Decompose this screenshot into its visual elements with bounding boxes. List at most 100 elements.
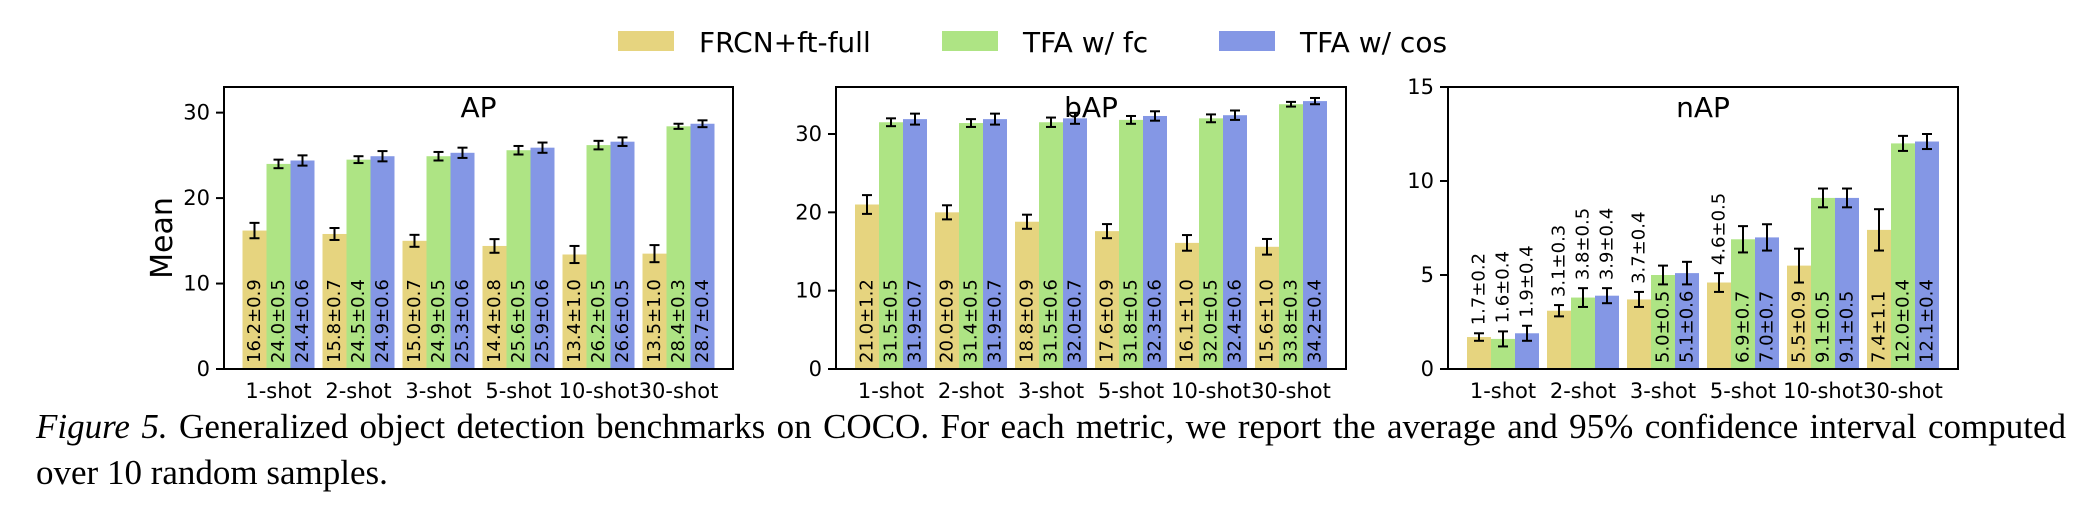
error-bar-nap-1-2 xyxy=(1658,264,1668,286)
bar-ap-0-4 xyxy=(562,254,587,369)
bar-ap-2-0 xyxy=(290,160,315,369)
y-tick-label: 20 xyxy=(795,200,822,224)
value-label-ap-2-5: 28.7±0.4 xyxy=(692,279,713,363)
value-label-ap-1-4: 26.2±0.5 xyxy=(588,279,609,363)
value-label-bap-1-3: 31.8±0.5 xyxy=(1121,279,1142,363)
y-tick-label: 0 xyxy=(197,357,210,381)
error-bar-bap-1-0 xyxy=(886,117,896,128)
bar-bap-0-4 xyxy=(1175,242,1199,369)
x-tick-label: 30-shot xyxy=(1251,379,1331,400)
bar-bap-1-3 xyxy=(1119,119,1143,370)
bar-ap-1-5 xyxy=(666,126,691,370)
bar-bap-1-2 xyxy=(1039,122,1063,369)
error-bar-bap-1-5 xyxy=(1286,100,1296,108)
x-tick-label: 3-shot xyxy=(1018,379,1084,400)
bar-nap-0-1 xyxy=(1547,310,1571,369)
error-bar-nap-0-3 xyxy=(1714,272,1724,293)
error-bar-ap-0-3 xyxy=(489,238,500,254)
x-tick-label: 10-shot xyxy=(1783,379,1863,400)
legend-swatch-1 xyxy=(942,31,998,51)
value-label-nap-1-2: 5.0±0.5 xyxy=(1653,291,1674,363)
error-bar-bap-0-2 xyxy=(1022,213,1032,230)
bar-bap-2-5 xyxy=(1303,101,1327,369)
error-bar-nap-2-2 xyxy=(1682,260,1692,286)
bar-nap-1-5 xyxy=(1891,143,1915,369)
x-tick-label: 10-shot xyxy=(559,379,639,400)
y-tick-label: 0 xyxy=(809,357,822,381)
error-bar-bap-0-3 xyxy=(1102,223,1112,240)
bar-bap-0-2 xyxy=(1015,221,1039,369)
error-bar-nap-2-5 xyxy=(1922,133,1932,151)
value-label-ap-0-3: 14.4±0.8 xyxy=(484,279,505,363)
error-bar-bap-1-4 xyxy=(1206,113,1216,124)
figure-caption: Figure 5. Generalized object detection b… xyxy=(36,404,2066,496)
bar-nap-0-0 xyxy=(1467,337,1491,369)
error-bar-nap-1-5 xyxy=(1898,134,1908,152)
y-tick-label: 0 xyxy=(1421,357,1434,381)
chart-panel-nap: 1.7±0.2 1.6±0.4 1.9±0.4 1-shot 3.1±0.3 3.8±0.… xyxy=(1407,75,1959,400)
value-label-ap-2-0: 24.4±0.6 xyxy=(292,279,313,363)
error-bar-nap-1-1 xyxy=(1578,287,1588,308)
bar-ap-0-5 xyxy=(642,253,667,369)
error-bar-bap-0-5 xyxy=(1262,237,1272,256)
error-bar-ap-0-2 xyxy=(409,233,420,248)
value-label-bap-1-5: 33.8±0.3 xyxy=(1281,279,1302,363)
value-label-nap-0-5: 7.4±1.1 xyxy=(1869,291,1890,363)
bar-bap-2-3 xyxy=(1143,115,1167,369)
bar-nap-2-3 xyxy=(1755,237,1779,369)
error-bar-bap-0-1 xyxy=(942,204,952,221)
error-bar-nap-0-1 xyxy=(1554,304,1564,318)
value-label-nap-1-4: 9.1±0.5 xyxy=(1813,291,1834,363)
bar-ap-1-1 xyxy=(346,159,371,369)
value-label-nap-2-3: 7.0±0.7 xyxy=(1757,291,1778,363)
legend-swatch-2 xyxy=(1219,31,1275,51)
value-label-ap-1-2: 24.9±0.5 xyxy=(428,279,449,363)
error-bar-bap-1-1 xyxy=(966,118,976,128)
bar-ap-2-2 xyxy=(450,152,475,369)
x-tick-label: 5-shot xyxy=(1098,379,1164,400)
error-bar-bap-1-2 xyxy=(1046,116,1056,128)
value-label-ap-0-2: 15.0±0.7 xyxy=(404,279,425,363)
x-tick-label: 3-shot xyxy=(405,379,471,400)
x-tick-label: 2-shot xyxy=(325,379,391,400)
value-label-ap-2-1: 24.9±0.6 xyxy=(372,279,393,363)
bar-nap-0-5 xyxy=(1867,229,1891,369)
bar-ap-0-1 xyxy=(322,233,347,369)
bar-ap-2-3 xyxy=(530,147,555,369)
value-label-nap-1-1: 3.8±0.5 xyxy=(1573,208,1594,280)
value-label-nap-1-0: 1.6±0.4 xyxy=(1493,251,1514,323)
value-label-bap-2-2: 32.0±0.7 xyxy=(1065,279,1086,363)
error-bar-nap-1-4 xyxy=(1818,187,1828,209)
bar-nap-2-2 xyxy=(1675,273,1699,369)
error-bar-nap-0-0 xyxy=(1474,332,1484,342)
x-tick-label: 5-shot xyxy=(1710,379,1776,400)
bar-ap-1-3 xyxy=(506,150,531,369)
error-bar-ap-1-1 xyxy=(353,155,364,165)
value-label-ap-0-5: 13.5±1.0 xyxy=(644,279,665,363)
error-bar-ap-2-5 xyxy=(697,119,708,129)
value-label-bap-1-2: 31.5±0.6 xyxy=(1041,279,1062,363)
value-label-bap-0-5: 15.6±1.0 xyxy=(1257,279,1278,363)
error-bar-bap-2-3 xyxy=(1150,110,1160,122)
legend: FRCN+ft-full TFA w/ fc TFA w/ cos xyxy=(618,26,1447,59)
value-label-nap-0-3: 4.6±0.5 xyxy=(1709,193,1730,265)
x-tick-label: 3-shot xyxy=(1630,379,1696,400)
bar-nap-0-3 xyxy=(1707,282,1731,369)
value-label-bap-2-0: 31.9±0.7 xyxy=(905,279,926,363)
plot-frame xyxy=(835,86,1347,370)
error-bar-bap-2-0 xyxy=(910,112,920,126)
chart-title: nAP xyxy=(1676,91,1730,124)
error-bar-nap-1-3 xyxy=(1738,225,1748,254)
x-tick-label: 2-shot xyxy=(1550,379,1616,400)
error-bar-ap-2-4 xyxy=(617,136,628,147)
error-bar-nap-0-4 xyxy=(1794,247,1804,284)
value-label-ap-2-4: 26.6±0.5 xyxy=(612,279,633,363)
caption-text: Generalized object detection benchmarks … xyxy=(36,407,2066,492)
error-bar-ap-2-1 xyxy=(377,150,388,163)
bar-bap-0-1 xyxy=(935,212,959,369)
bar-ap-0-3 xyxy=(482,245,507,369)
bar-nap-0-2 xyxy=(1627,299,1651,369)
